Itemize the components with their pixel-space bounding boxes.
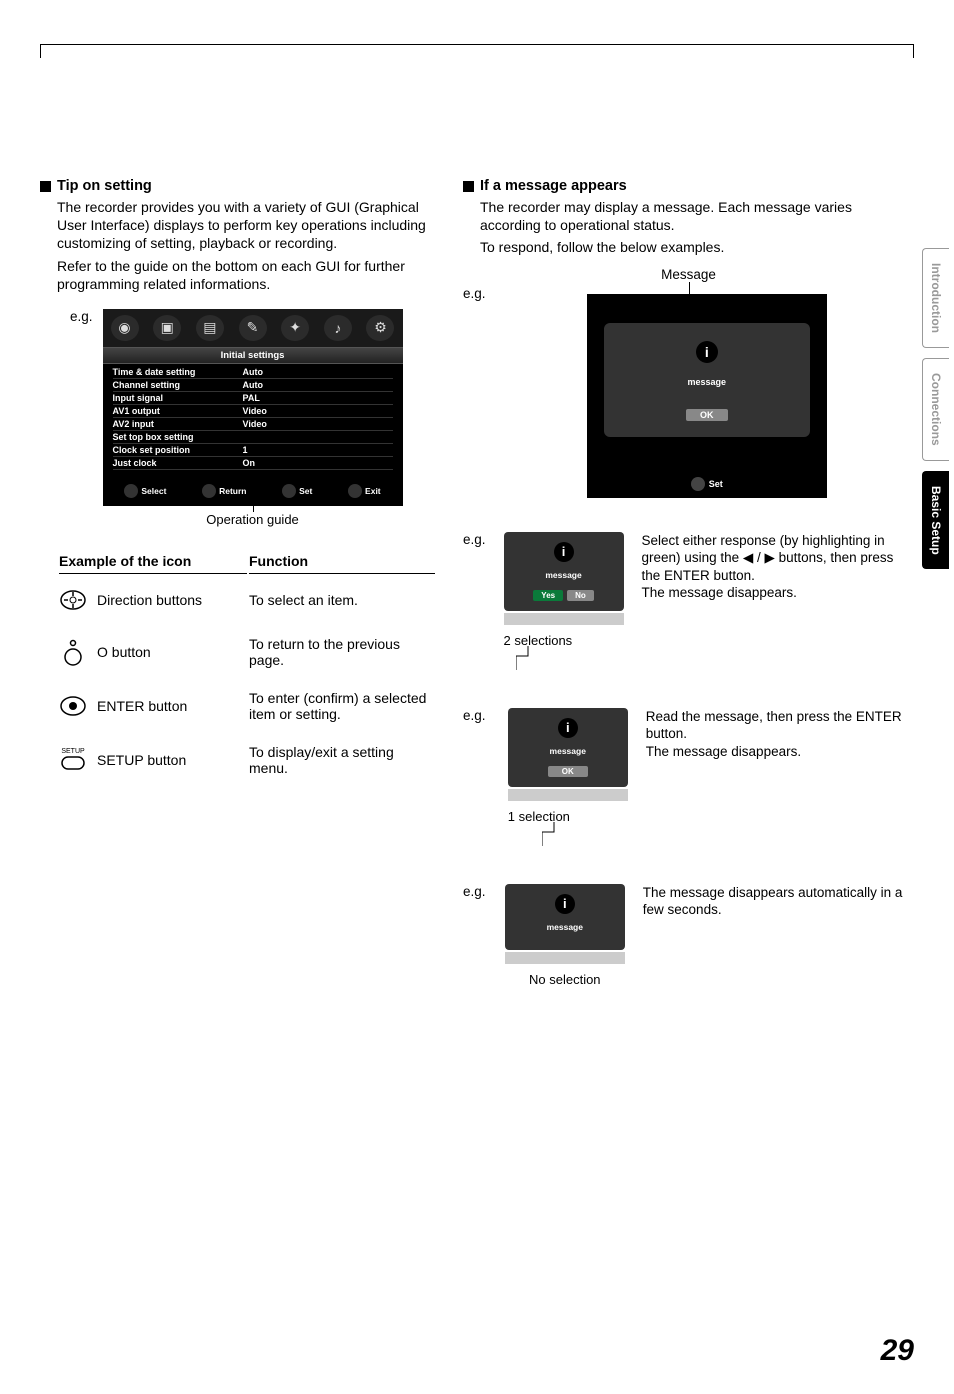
info-icon: i (555, 894, 575, 914)
th-example: Example of the icon (59, 549, 247, 574)
osd-val: On (243, 458, 256, 468)
eg-label-left: e.g. (70, 309, 93, 324)
row-name: SETUP button (97, 734, 247, 786)
osd-icon: ▤ (196, 315, 224, 341)
msg-heading: If a message appears (463, 178, 914, 194)
mini-message-2sel: i message Yes No (504, 532, 624, 611)
message-callout-label: Message (463, 267, 914, 282)
mini-message-nosel: i message (505, 884, 625, 950)
page-number: 29 (881, 1334, 914, 1368)
osd-key: Clock set position (113, 445, 243, 455)
osd-key: AV2 input (113, 419, 243, 429)
ok-button[interactable]: OK (548, 766, 588, 777)
osd-val: Auto (243, 380, 264, 390)
eg-label-3: e.g. (463, 708, 490, 723)
message-text: message (505, 922, 625, 932)
info-icon: i (696, 341, 718, 363)
osd-icon: ✦ (281, 315, 309, 341)
callout-line-icon (542, 822, 572, 852)
mini-message-1sel: i message OK (508, 708, 628, 787)
row-name: Direction buttons (97, 576, 247, 624)
message-text: message (604, 377, 810, 387)
left-column: Tip on setting The recorder provides you… (40, 178, 437, 987)
tab-basic-setup: Basic Setup (922, 471, 949, 570)
osd-menu: ◉ ▣ ▤ ✎ ✦ ♪ ⚙ Initial settings Time & da… (103, 309, 403, 506)
osd-key: Input signal (113, 393, 243, 403)
osd-key: Just clock (113, 458, 243, 468)
enter-icon (59, 692, 87, 720)
right-column: If a message appears The recorder may di… (463, 178, 914, 987)
osd-foot-exit: Exit (365, 486, 381, 496)
message-text: message (504, 570, 624, 580)
osd-key: Channel setting (113, 380, 243, 390)
tip-para-2: Refer to the guide on the bottom on each… (57, 257, 437, 293)
osd-val: 1 (243, 445, 248, 455)
row-name: ENTER button (97, 680, 247, 732)
cap-nosel: No selection (505, 972, 625, 987)
osd-list: Time & date settingAuto Channel settingA… (103, 364, 403, 476)
tip-para-1: The recorder provides you with a variety… (57, 198, 437, 253)
row-func: To display/exit a setting menu. (249, 734, 435, 786)
message-text: message (508, 746, 628, 756)
tab-connections: Connections (922, 358, 949, 461)
large-message-footer: Set (588, 471, 826, 497)
page-top-rule (40, 44, 914, 58)
yes-button[interactable]: Yes (533, 590, 563, 601)
osd-foot-return: Return (219, 486, 246, 496)
osd-icon: ♪ (324, 315, 352, 341)
icon-function-table: Example of the icon Function Direction b… (57, 547, 437, 788)
o-button-icon (59, 638, 87, 666)
side-tabs: Introduction Connections Basic Setup (922, 248, 954, 579)
osd-foot-select: Select (141, 486, 166, 496)
osd-val: Video (243, 406, 267, 416)
osd-icon: ◉ (111, 315, 139, 341)
ok-button[interactable]: OK (686, 409, 728, 421)
large-message-box: i message OK Set (587, 294, 827, 498)
direction-icon (59, 586, 87, 614)
row-func: To enter (confirm) a selected item or se… (249, 680, 435, 732)
tip-heading-text: Tip on setting (57, 178, 152, 194)
osd-val: Auto (243, 367, 264, 377)
msg-heading-text: If a message appears (480, 178, 627, 194)
info-icon: i (558, 718, 578, 738)
osd-icon: ✎ (239, 315, 267, 341)
desc-nosel: The message disappears automatically in … (643, 884, 914, 919)
osd-top-icons: ◉ ▣ ▤ ✎ ✦ ♪ ⚙ (103, 309, 403, 347)
tab-introduction: Introduction (922, 248, 949, 348)
set-label: Set (709, 479, 723, 489)
desc-2sel: Select either response (by highlighting … (642, 532, 914, 602)
osd-foot-set: Set (299, 486, 312, 496)
row-func: To select an item. (249, 576, 435, 624)
operation-guide-label: Operation guide (103, 512, 403, 527)
eg-label-4: e.g. (463, 884, 487, 899)
th-function: Function (249, 549, 435, 574)
osd-val: Video (243, 419, 267, 429)
row-func: To return to the previous page. (249, 626, 435, 678)
eg-label-1: e.g. (463, 286, 486, 301)
tip-heading: Tip on setting (40, 178, 437, 194)
setup-icon: SETUP (59, 746, 87, 774)
osd-icon: ⚙ (366, 315, 394, 341)
msg-para-1: The recorder may display a message. Each… (480, 198, 914, 234)
osd-key: AV1 output (113, 406, 243, 416)
eg-label-2: e.g. (463, 532, 486, 547)
osd-val: PAL (243, 393, 260, 403)
callout-line-icon (516, 646, 546, 676)
osd-icon: ▣ (153, 315, 181, 341)
row-name: O button (97, 626, 247, 678)
osd-key: Time & date setting (113, 367, 243, 377)
no-button[interactable]: No (567, 590, 594, 601)
msg-para-2: To respond, follow the below examples. (480, 238, 914, 256)
info-icon: i (554, 542, 574, 562)
osd-key: Set top box setting (113, 432, 243, 442)
osd-title: Initial settings (103, 347, 403, 364)
desc-1sel: Read the message, then press the ENTER b… (646, 708, 914, 761)
